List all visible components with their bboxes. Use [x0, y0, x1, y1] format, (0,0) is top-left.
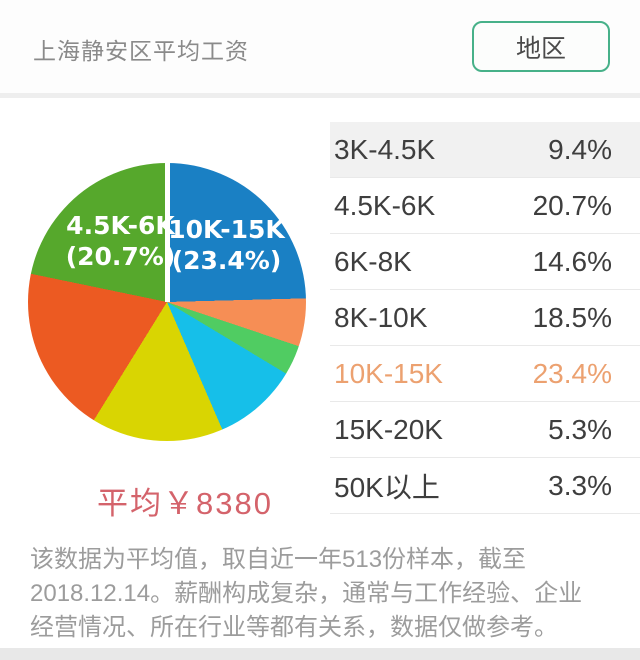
salary-range-label: 15K-20K — [334, 413, 443, 445]
table-row[interactable]: 3K-4.5K 9.4% — [330, 122, 640, 178]
salary-percent-value: 5.3% — [548, 413, 612, 445]
pie-callout-left-percent: (20.7%) — [65, 242, 176, 271]
salary-range-label: 4.5K-6K — [334, 189, 436, 221]
salary-percent-value: 18.5% — [532, 301, 612, 333]
salary-pie-chart[interactable]: 4.5K-6K (20.7%) 10K-15K (23.4%) — [28, 163, 306, 441]
salary-percent-value: 3.3% — [548, 469, 612, 501]
salary-range-label: 8K-10K — [334, 301, 428, 333]
salary-percent-value: 23.4% — [532, 357, 612, 389]
pie-callout-4.5k-6k: 4.5K-6K (20.7%) — [48, 210, 193, 272]
pie-start-gap — [165, 163, 170, 302]
pie-callout-left-range: 4.5K-6K — [66, 211, 175, 240]
salary-range-label: 10K-15K — [334, 357, 443, 389]
footnote-text: 该数据为平均值，取自近一年513份样本，截至 2018.12.14。薪酬构成复杂… — [30, 546, 583, 641]
table-row[interactable]: 10K-15K 23.4% — [330, 346, 640, 402]
salary-range-label: 50K以上 — [334, 471, 440, 503]
pie-callout-right-percent: (23.4%) — [171, 246, 282, 275]
region-filter-button[interactable]: 地区 — [472, 21, 610, 72]
header-bar: 上海静安区平均工资 地区 — [0, 0, 640, 93]
salary-range-list: 3K-4.5K 9.4% 4.5K-6K 20.7% 6K-8K 14.6% 8… — [330, 122, 640, 514]
salary-percent-value: 14.6% — [532, 245, 612, 277]
page-title: 上海静安区平均工资 — [33, 38, 249, 64]
footer-band — [0, 648, 640, 660]
pie-callout-right-range: 10K-15K — [168, 215, 285, 244]
table-row[interactable]: 8K-10K 18.5% — [330, 290, 640, 346]
table-row[interactable]: 4.5K-6K 20.7% — [330, 178, 640, 234]
salary-percent-value: 20.7% — [532, 189, 612, 221]
header-divider — [0, 93, 640, 98]
salary-percent-value: 9.4% — [548, 133, 612, 165]
table-row[interactable]: 15K-20K 5.3% — [330, 402, 640, 458]
table-row[interactable]: 50K以上 3.3% — [330, 458, 640, 514]
average-salary-label: 平均￥8380 — [97, 486, 273, 521]
region-filter-button-label: 地区 — [515, 34, 566, 63]
pie-callout-10k-15k: 10K-15K (23.4%) — [154, 214, 299, 276]
salary-range-label: 6K-8K — [334, 245, 412, 277]
salary-range-label: 3K-4.5K — [334, 133, 436, 165]
table-row[interactable]: 6K-8K 14.6% — [330, 234, 640, 290]
